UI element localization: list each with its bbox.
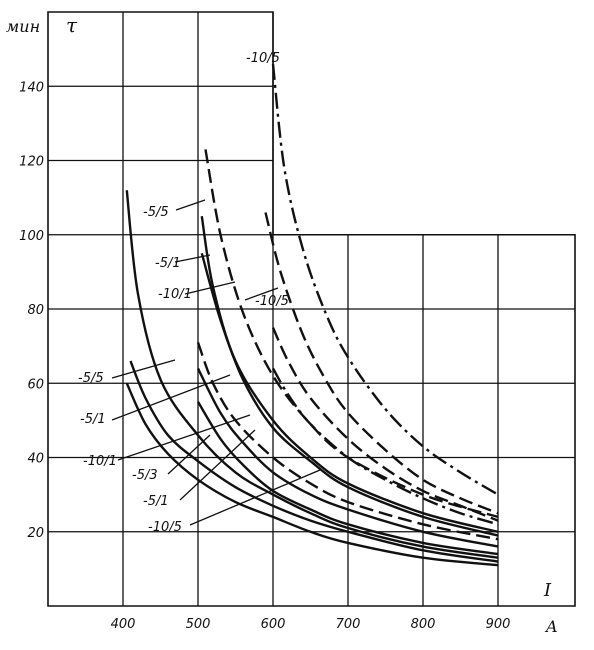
x-tick-label: 400	[111, 617, 136, 632]
annotation-label: -5/3	[132, 468, 158, 483]
annotation-label: -10/1	[83, 454, 117, 469]
series-line-6	[200, 252, 499, 537]
x-tick-label: 500	[186, 617, 211, 632]
y-tick-label: 20	[27, 526, 44, 541]
chart-ticks: 400 500 600 700 800 900 20 40 60 80 100 120 140	[19, 80, 510, 632]
annotation-label: -5/5	[143, 205, 169, 220]
y-unit-label: мин	[6, 17, 40, 36]
chart-series	[125, 63, 499, 567]
annotation-label: -5/5	[78, 371, 104, 386]
leader-line	[117, 414, 251, 461]
x-axis-label: I	[543, 580, 552, 601]
annotation-label: -5/1	[155, 256, 181, 271]
series-line-1	[129, 360, 499, 563]
leader-line	[111, 374, 231, 421]
series-line-8	[196, 367, 499, 548]
x-tick-label: 700	[336, 617, 361, 632]
annotation-group: -10/5 -5/5 -5/1 -10/1 -10/5 -5/5 -5/1 -1…	[78, 51, 289, 535]
y-tick-label: 140	[19, 80, 44, 95]
leader-line	[174, 254, 211, 263]
annotation-label: -10/5	[246, 51, 280, 66]
y-tick-label: 80	[27, 303, 44, 318]
chart-grid	[47, 11, 576, 607]
annotation-label: -10/5	[148, 520, 182, 535]
series-line-13	[271, 367, 499, 526]
x-unit-label: A	[544, 617, 558, 636]
leader-line	[175, 199, 206, 211]
series-line-2	[125, 190, 499, 559]
series-line-5	[204, 149, 499, 519]
leader-line	[111, 359, 176, 379]
leader-lines	[111, 199, 321, 526]
annotation-label: -10/1	[158, 287, 192, 302]
y-tick-label: 100	[19, 229, 44, 244]
series-line-12	[271, 327, 499, 522]
annotation-label: -10/5	[255, 294, 289, 309]
y-axis-label: τ	[66, 13, 78, 37]
x-tick-label: 900	[486, 617, 511, 632]
series-line-4	[200, 216, 499, 533]
series-line-3	[125, 382, 499, 567]
x-tick-label: 600	[261, 617, 286, 632]
leader-line	[244, 287, 279, 301]
leader-line	[179, 429, 256, 501]
x-tick-label: 800	[411, 617, 436, 632]
y-tick-label: 60	[27, 377, 44, 392]
y-tick-label: 40	[27, 452, 44, 467]
series-line-10	[271, 63, 499, 496]
y-tick-label: 120	[19, 155, 44, 170]
annotation-label: -5/1	[80, 412, 106, 427]
series-line-9	[196, 401, 499, 556]
leader-line	[167, 434, 211, 475]
series-line-11	[264, 212, 499, 515]
leader-line	[189, 469, 321, 526]
leader-line	[184, 281, 236, 295]
series-line-7	[196, 341, 499, 541]
annotation-label: -5/1	[143, 494, 169, 509]
